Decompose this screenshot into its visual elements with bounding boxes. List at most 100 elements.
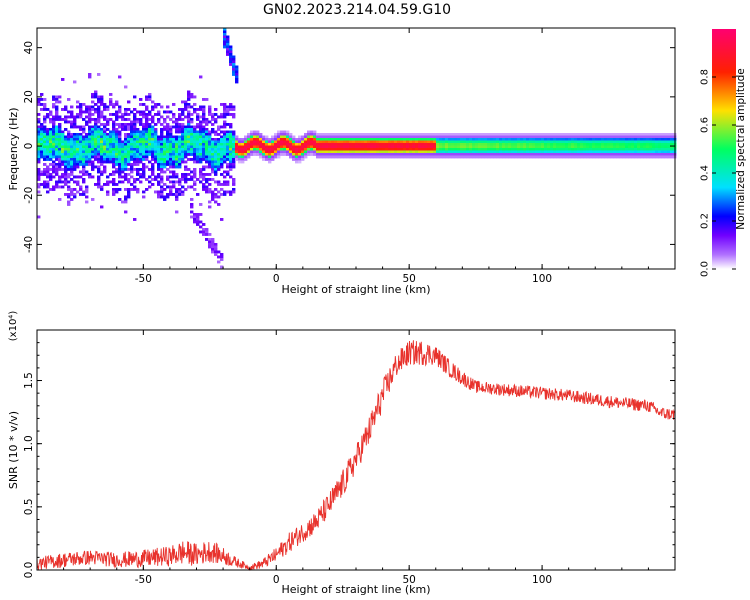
heatmap-cell: [175, 190, 179, 194]
heatmap-cell: [52, 170, 56, 174]
heatmap-cell: [277, 145, 281, 149]
heatmap-cell: [307, 140, 311, 144]
heatmap-cell: [145, 130, 149, 134]
heatmap-cell: [271, 155, 275, 159]
heatmap-cell: [223, 30, 227, 34]
heatmap-cell: [187, 120, 191, 124]
heatmap-cell: [340, 145, 344, 149]
heatmap-cell: [613, 133, 617, 136]
heatmap-cell: [208, 120, 212, 124]
heatmap-cell: [463, 135, 467, 139]
heatmap-cell: [280, 130, 284, 134]
heatmap-cell: [214, 148, 218, 151]
heatmap-cell: [217, 190, 221, 194]
heatmap-cell: [76, 148, 80, 151]
heatmap-cell: [418, 140, 422, 144]
heatmap-cell: [175, 128, 179, 131]
heatmap-cell: [526, 145, 530, 149]
heatmap-cell: [412, 133, 416, 136]
heatmap-cell: [148, 138, 152, 141]
heatmap-cell: [136, 173, 140, 176]
heatmap-cell: [589, 135, 593, 139]
heatmap-cell: [88, 128, 92, 131]
heatmap-cell: [358, 135, 362, 139]
heatmap-cell: [172, 125, 176, 129]
heatmap-cell: [40, 150, 44, 154]
heatmap-cell: [415, 138, 419, 141]
heatmap-cell: [487, 150, 491, 154]
heatmap-cell: [589, 148, 593, 151]
heatmap-cell: [319, 135, 323, 139]
heatmap-cell: [115, 155, 119, 159]
heatmap-cell: [217, 140, 221, 144]
heatmap-cell: [73, 165, 77, 169]
y-tick-label: 1.5: [23, 372, 35, 389]
heatmap-cell: [460, 145, 464, 149]
heatmap-cell: [202, 158, 206, 161]
heatmap-cell: [148, 143, 152, 146]
heatmap-cell: [199, 158, 203, 161]
heatmap-cell: [433, 148, 437, 151]
heatmap-cell: [73, 195, 77, 199]
heatmap-cell: [76, 165, 80, 169]
heatmap-cell: [52, 95, 56, 99]
heatmap-cell: [370, 133, 374, 136]
heatmap-cell: [112, 128, 116, 131]
heatmap-cell: [199, 123, 203, 126]
heatmap-cell: [559, 143, 563, 146]
heatmap-cell: [85, 123, 89, 126]
heatmap-cell: [184, 165, 188, 169]
heatmap-cell: [103, 148, 107, 151]
heatmap-cell: [547, 135, 551, 139]
heatmap-cell: [151, 133, 155, 136]
heatmap-cell: [46, 138, 50, 141]
heatmap-cell: [409, 138, 413, 141]
heatmap-cell: [175, 130, 179, 134]
heatmap-cell: [64, 175, 68, 179]
heatmap-cell: [223, 190, 227, 194]
heatmap-cell: [70, 198, 74, 201]
heatmap-cell: [226, 53, 230, 56]
heatmap-cell: [166, 123, 170, 126]
heatmap-cell: [115, 153, 119, 156]
heatmap-cell: [226, 38, 230, 41]
heatmap-cell: [409, 135, 413, 139]
heatmap-cell: [67, 165, 71, 169]
heatmap-cell: [355, 133, 359, 136]
heatmap-cell: [178, 125, 182, 129]
heatmap-cell: [661, 150, 665, 154]
heatmap-cell: [229, 155, 233, 159]
heatmap-cell: [124, 178, 128, 181]
heatmap-cell: [115, 133, 119, 136]
heatmap-cell: [58, 168, 62, 171]
heatmap-cell: [559, 153, 563, 156]
heatmap-cell: [226, 158, 230, 161]
heatmap-cell: [313, 133, 317, 136]
heatmap-cell: [397, 143, 401, 146]
heatmap-cell: [178, 153, 182, 156]
heatmap-cell: [520, 145, 524, 149]
heatmap-cell: [142, 140, 146, 144]
heatmap-cell: [388, 148, 392, 151]
heatmap-cell: [349, 150, 353, 154]
heatmap-cell: [235, 65, 239, 69]
heatmap-cell: [511, 138, 515, 141]
heatmap-cell: [61, 153, 65, 156]
heatmap-cell: [322, 138, 326, 141]
heatmap-cell: [298, 160, 302, 164]
heatmap-cell: [478, 133, 482, 136]
heatmap-cell: [55, 185, 59, 189]
heatmap-cell: [472, 153, 476, 156]
heatmap-cell: [337, 155, 341, 159]
heatmap-cell: [115, 158, 119, 161]
heatmap-cell: [442, 153, 446, 156]
heatmap-cell: [628, 133, 632, 136]
heatmap-cell: [163, 153, 167, 156]
heatmap-cell: [199, 143, 203, 146]
heatmap-cell: [250, 133, 254, 136]
x-tick-label: 0: [273, 574, 280, 586]
heatmap-cell: [511, 150, 515, 154]
heatmap-cell: [190, 210, 194, 214]
heatmap-cell: [214, 140, 218, 144]
heatmap-cell: [289, 153, 293, 156]
